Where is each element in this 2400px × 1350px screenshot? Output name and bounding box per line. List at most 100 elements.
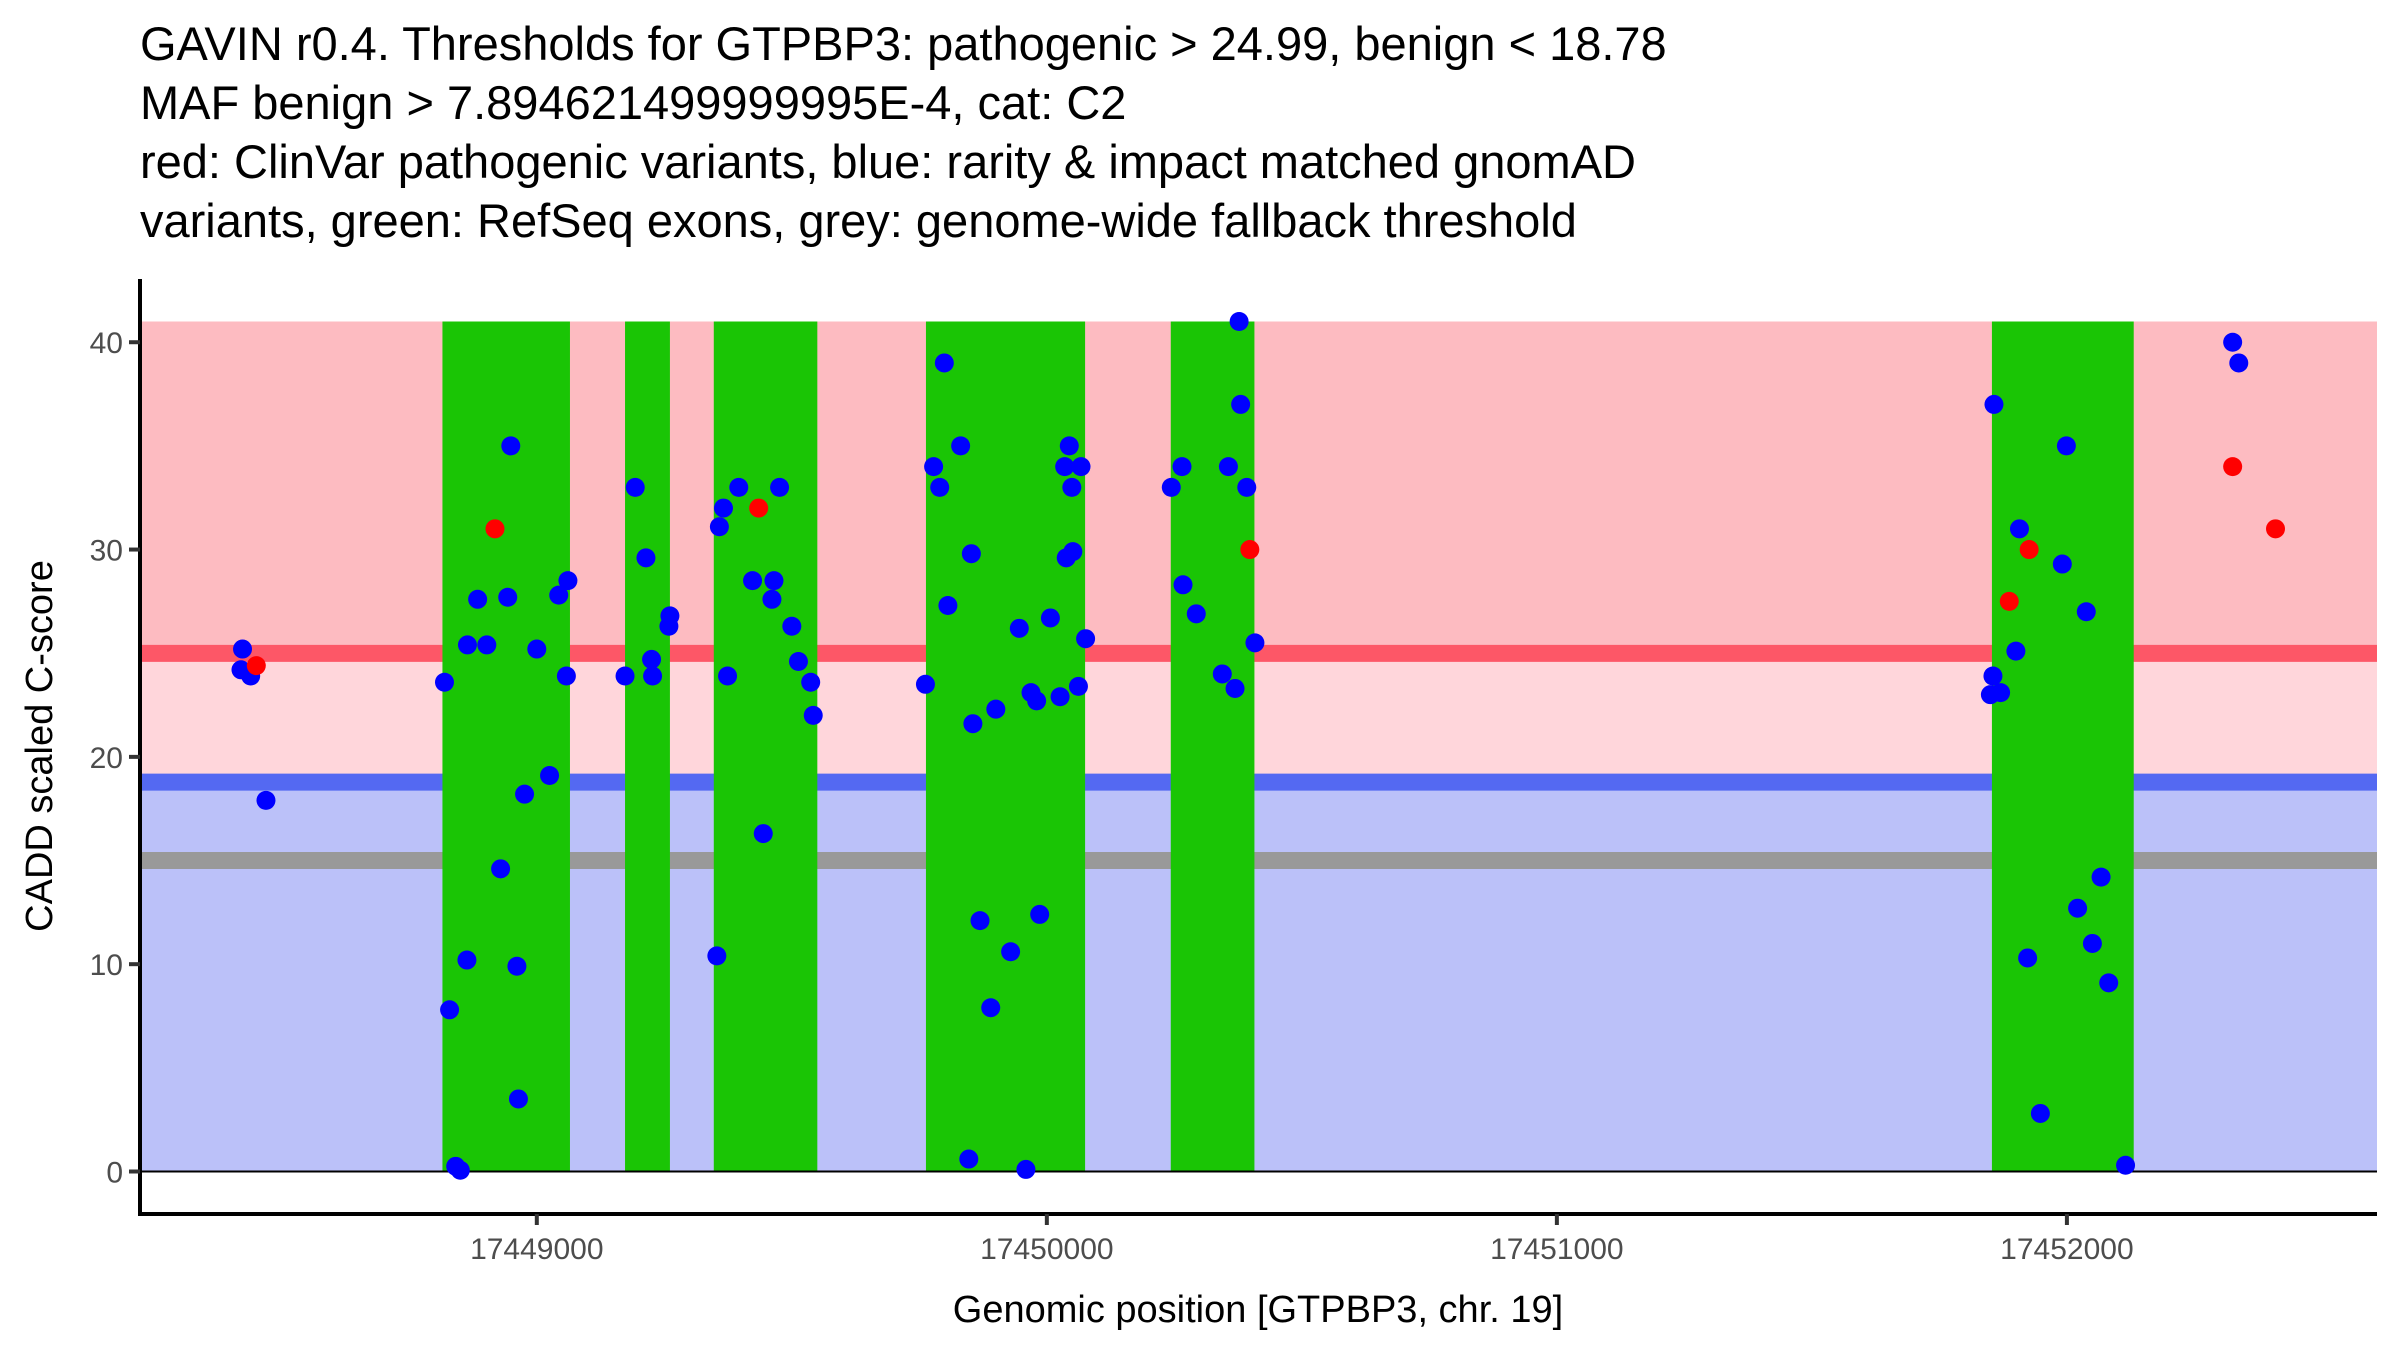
y-tick-label: 40 <box>90 327 123 360</box>
gnomad-point <box>963 714 983 734</box>
gnomad-point <box>508 1089 528 1109</box>
gnomad-point <box>743 571 763 591</box>
gnomad-point <box>981 998 1001 1018</box>
gnomad-point <box>801 672 821 692</box>
gnomad-point <box>2116 1155 2136 1175</box>
gnomad-point <box>2076 602 2096 622</box>
gnomad-point <box>440 1000 460 1020</box>
gnomad-point <box>938 596 958 616</box>
gnomad-point <box>556 666 576 686</box>
gnomad-point <box>1229 312 1249 331</box>
clinvar-point <box>485 519 505 539</box>
gnomad-point <box>1161 477 1181 497</box>
gnomad-point <box>930 477 950 497</box>
exon-region <box>1991 321 2134 1172</box>
gnomad-point <box>1030 904 1050 924</box>
gnomad-point <box>549 585 569 605</box>
gnomad-point <box>788 652 808 671</box>
gnomad-point <box>1984 394 2004 414</box>
gnomad-point <box>1027 691 1047 711</box>
clinvar-point <box>749 498 769 518</box>
gnomad-point <box>527 639 547 659</box>
y-tick-label: 20 <box>90 742 123 775</box>
x-tick-label: 17450000 <box>980 1233 1113 1266</box>
gnomad-point <box>1055 457 1075 477</box>
gnomad-point <box>659 616 679 636</box>
gnomad-point <box>915 674 935 694</box>
gnomad-point <box>636 548 656 568</box>
x-tick-label: 17451000 <box>1490 1233 1623 1266</box>
gnomad-point <box>515 784 535 804</box>
gnomad-point <box>951 436 971 456</box>
gnomad-point <box>468 589 488 609</box>
gnomad-point <box>1218 457 1238 477</box>
gnomad-point <box>707 946 727 966</box>
clinvar-point <box>1999 591 2019 611</box>
gnomad-point <box>1231 394 1251 414</box>
gnomad-point <box>961 544 981 564</box>
gnomad-point <box>713 498 733 518</box>
gnomad-point <box>1040 608 1060 628</box>
gnomad-point <box>1225 678 1245 698</box>
gnomad-point <box>434 672 454 692</box>
gnomad-point <box>924 457 944 477</box>
chart-title: GAVIN r0.4. Thresholds for GTPBP3: patho… <box>140 17 1667 247</box>
gnomad-point <box>770 477 790 497</box>
gnomad-point <box>970 911 990 931</box>
gnomad-point <box>643 666 663 686</box>
exon-region <box>1170 321 1255 1172</box>
gnomad-point <box>2006 641 2026 661</box>
gnomad-point <box>491 859 511 879</box>
gnomad-point <box>764 571 784 591</box>
gnomad-point <box>1016 1159 1036 1179</box>
gnomad-point <box>986 699 1006 719</box>
gnomad-point <box>803 705 823 725</box>
gnomad-point <box>782 616 802 636</box>
gnomad-point <box>1173 575 1193 595</box>
gnomad-point <box>1991 683 2011 703</box>
title-line-2: MAF benign > 7.894621499999995E-4, cat: … <box>140 76 1126 129</box>
clinvar-point <box>2223 457 2243 477</box>
clinvar-point <box>2019 540 2039 560</box>
gnomad-point <box>1062 477 1082 497</box>
gnomad-point <box>1071 457 1091 477</box>
gnomad-point <box>2099 973 2119 993</box>
title-line-4: variants, green: RefSeq exons, grey: gen… <box>140 194 1577 247</box>
gnomad-point <box>477 635 497 655</box>
gnomad-point <box>450 1160 470 1180</box>
gnomad-point <box>762 589 782 609</box>
gnomad-point <box>2068 898 2088 918</box>
gnomad-point <box>718 666 738 686</box>
gnomad-point <box>1186 604 1206 624</box>
y-axis-ticks: 0 10 20 30 40 <box>90 327 140 1190</box>
gnomad-point <box>625 477 645 497</box>
gnomad-point <box>457 950 477 970</box>
gnomad-point <box>457 635 477 655</box>
gnomad-point <box>2082 933 2102 953</box>
gnomad-point <box>753 824 773 844</box>
x-tick-label: 17449000 <box>470 1233 603 1266</box>
x-tick-label: 17452000 <box>2000 1233 2133 1266</box>
gnomad-point <box>2052 554 2072 574</box>
gnomad-point <box>959 1149 979 1169</box>
gnomad-point <box>1063 542 1083 562</box>
axes: 0 10 20 30 40 17449000 17450000 17451000 174520… <box>90 279 2377 1266</box>
gnomad-point <box>1212 664 1232 684</box>
title-line-3: red: ClinVar pathogenic variants, blue: … <box>140 135 1636 188</box>
gnomad-point <box>1983 666 2003 686</box>
gnomad-point <box>642 649 662 669</box>
clinvar-point <box>246 656 266 676</box>
clinvar-point <box>2266 519 2286 539</box>
y-axis-title: CADD scaled C-score <box>19 560 61 932</box>
title-line-1: GAVIN r0.4. Thresholds for GTPBP3: patho… <box>140 17 1667 70</box>
gnomad-point <box>507 956 527 976</box>
gnomad-point <box>1068 676 1088 696</box>
gnomad-point <box>1245 633 1265 653</box>
gnomad-point <box>1001 942 1021 962</box>
gnomad-point <box>1076 629 1096 649</box>
y-tick-label: 0 <box>106 1157 123 1190</box>
gnomad-point <box>233 639 253 659</box>
variant-points <box>231 312 2286 1180</box>
exon-regions <box>442 321 2134 1172</box>
